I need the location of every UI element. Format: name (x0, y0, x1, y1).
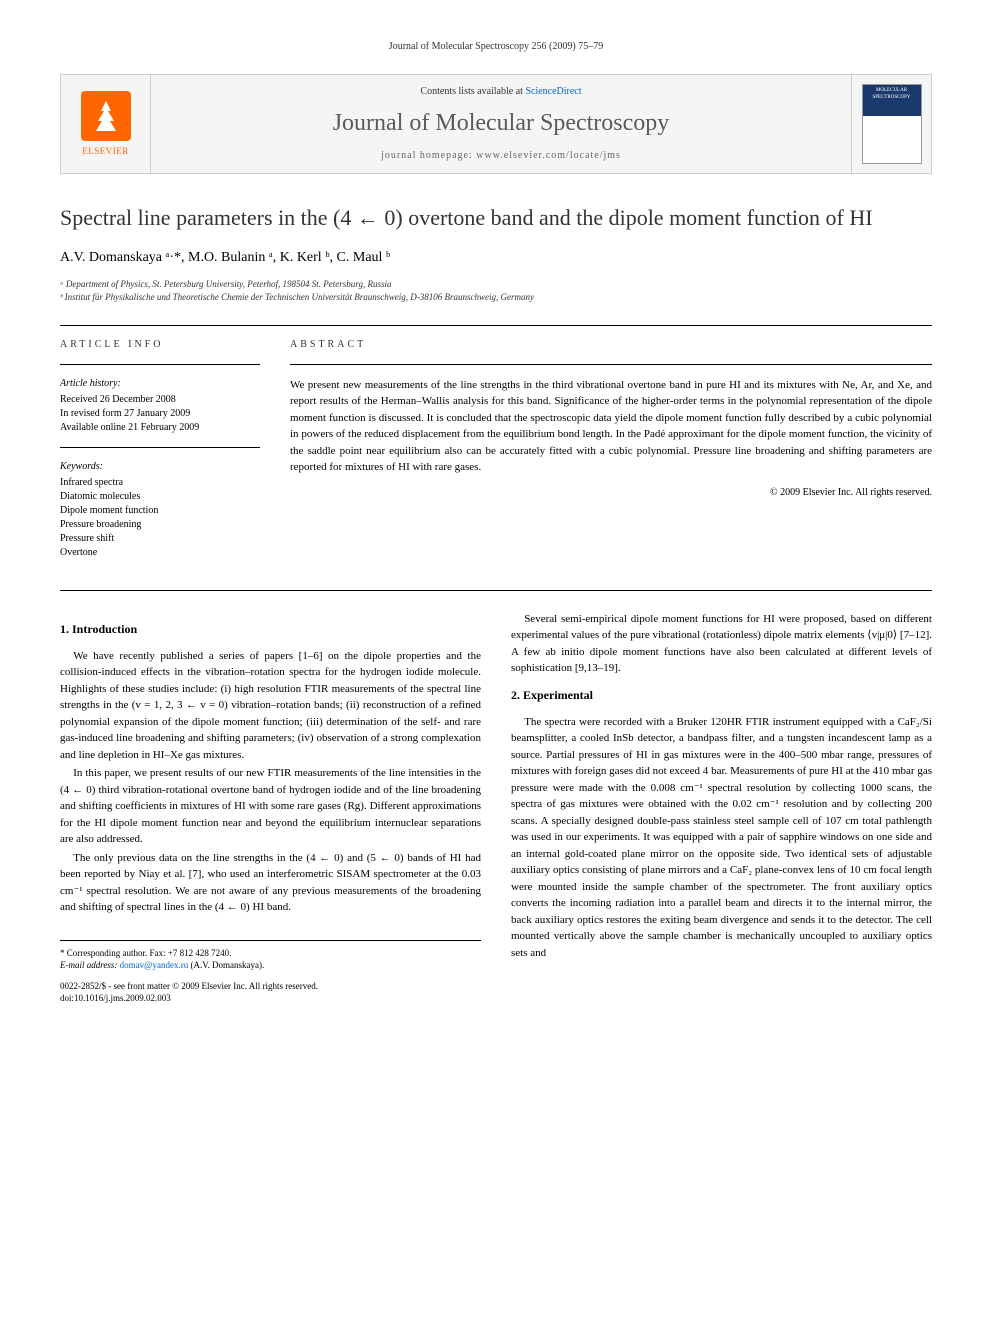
journal-cover-block: MOLECULAR SPECTROSCOPY (851, 75, 931, 173)
abstract-block: ABSTRACT We present new measurements of … (290, 338, 932, 560)
divider (60, 447, 260, 448)
intro-paragraph-3: The only previous data on the line stren… (60, 850, 481, 916)
email-label: E-mail address: (60, 960, 120, 970)
authors-line: A.V. Domanskaya ᵃ·*, M.O. Bulanin ᵃ, K. … (60, 248, 932, 268)
keyword: Pressure shift (60, 532, 260, 546)
keyword: Pressure broadening (60, 518, 260, 532)
doi-line: doi:10.1016/j.jms.2009.02.003 (60, 992, 481, 1005)
contents-prefix: Contents lists available at (420, 86, 525, 97)
email-link[interactable]: domav@yandex.ru (120, 960, 189, 970)
homepage-prefix: journal homepage: (381, 150, 476, 161)
running-header: Journal of Molecular Spectroscopy 256 (2… (60, 40, 932, 54)
right-column: Several semi-empirical dipole moment fun… (511, 611, 932, 1005)
affiliation-a: ᵃ Department of Physics, St. Petersburg … (60, 278, 932, 292)
issn-line: 0022-2852/$ - see front matter © 2009 El… (60, 980, 481, 993)
affiliations: ᵃ Department of Physics, St. Petersburg … (60, 278, 932, 305)
keyword: Dipole moment function (60, 504, 260, 518)
intro-paragraph-2: In this paper, we present results of our… (60, 765, 481, 848)
banner-center: Contents lists available at ScienceDirec… (151, 75, 851, 173)
affiliation-b: ᵇ Institut für Physikalische und Theoret… (60, 291, 932, 305)
journal-banner: ELSEVIER Contents lists available at Sci… (60, 74, 932, 174)
contents-available-line: Contents lists available at ScienceDirec… (171, 85, 831, 99)
body-columns: 1. Introduction We have recently publish… (60, 611, 932, 1005)
intro-paragraph-1: We have recently published a series of p… (60, 648, 481, 764)
keywords-label: Keywords: (60, 460, 260, 474)
section-heading-experimental: 2. Experimental (511, 687, 932, 704)
article-info-block: ARTICLE INFO Article history: Received 2… (60, 338, 260, 560)
section-heading-intro: 1. Introduction (60, 621, 481, 638)
history-received: Received 26 December 2008 (60, 393, 260, 407)
abstract-copyright: © 2009 Elsevier Inc. All rights reserved… (290, 486, 932, 500)
elsevier-tree-icon (81, 91, 131, 141)
info-abstract-row: ARTICLE INFO Article history: Received 2… (60, 338, 932, 560)
email-suffix: (A.V. Domanskaya). (188, 960, 264, 970)
history-revised: In revised form 27 January 2009 (60, 407, 260, 421)
divider (290, 364, 932, 365)
article-title: Spectral line parameters in the (4 ← 0) … (60, 204, 932, 233)
article-info-heading: ARTICLE INFO (60, 338, 260, 352)
corresponding-author-footer: * Corresponding author. Fax: +7 812 428 … (60, 940, 481, 1005)
intro-paragraph-4: Several semi-empirical dipole moment fun… (511, 611, 932, 677)
left-column: 1. Introduction We have recently publish… (60, 611, 481, 1005)
sciencedirect-link[interactable]: ScienceDirect (525, 86, 581, 97)
journal-name: Journal of Molecular Spectroscopy (171, 107, 831, 141)
keyword: Infrared spectra (60, 476, 260, 490)
history-online: Available online 21 February 2009 (60, 421, 260, 435)
article-history-label: Article history: (60, 377, 260, 391)
elsevier-label: ELSEVIER (82, 145, 129, 158)
keyword: Diatomic molecules (60, 490, 260, 504)
divider (60, 364, 260, 365)
abstract-text: We present new measurements of the line … (290, 377, 932, 476)
divider (60, 590, 932, 591)
email-line: E-mail address: domav@yandex.ru (A.V. Do… (60, 959, 481, 972)
experimental-paragraph-1: The spectra were recorded with a Bruker … (511, 714, 932, 962)
divider (60, 325, 932, 326)
homepage-url[interactable]: www.elsevier.com/locate/jms (476, 150, 621, 161)
journal-homepage-line: journal homepage: www.elsevier.com/locat… (171, 149, 831, 163)
elsevier-logo-block: ELSEVIER (61, 75, 151, 173)
corresponding-author-line: * Corresponding author. Fax: +7 812 428 … (60, 947, 481, 960)
journal-cover-thumb: MOLECULAR SPECTROSCOPY (862, 84, 922, 164)
keyword: Overtone (60, 546, 260, 560)
abstract-heading: ABSTRACT (290, 338, 932, 352)
